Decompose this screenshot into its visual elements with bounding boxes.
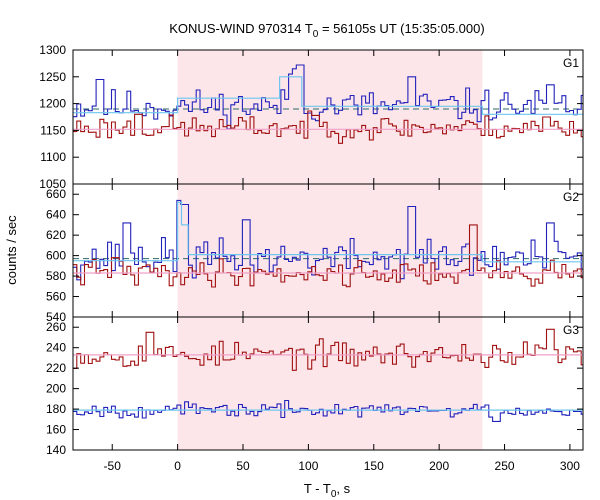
panel-label: G3 <box>563 323 579 337</box>
y-tick-label: 240 <box>46 341 66 355</box>
y-tick-label: 660 <box>46 187 66 201</box>
lightcurve-blue-series <box>73 64 583 130</box>
y-tick-label: 1300 <box>39 43 66 57</box>
y-tick-label: 160 <box>46 423 66 437</box>
y-tick-label: 1150 <box>40 123 66 137</box>
x-tick-label: 200 <box>429 459 449 473</box>
x-axis-label: T - T0, s <box>304 481 351 500</box>
y-tick-label: 180 <box>46 402 66 416</box>
panels-group: 1050 1100 1150 1200 1250 1300 G1 540 560 580 600 62… <box>39 43 584 473</box>
y-axis-label: counts / sec <box>4 215 19 285</box>
panel-content <box>73 199 583 288</box>
panel-content <box>73 64 583 144</box>
panel-frame <box>72 316 584 451</box>
panel-content <box>73 328 583 422</box>
chart-title: KONUS-WIND 970314 T0 = 56105s UT (15:35:… <box>169 21 484 40</box>
x-tick-label: 300 <box>560 459 580 473</box>
fit-level-fit_blue <box>73 76 583 115</box>
y-tick-label: 620 <box>46 228 66 242</box>
panel-label: G2 <box>563 190 579 204</box>
fit-level-fit_blue <box>73 201 583 263</box>
x-tick-label: 150 <box>364 459 384 473</box>
y-tick-label: 1250 <box>39 70 66 84</box>
burst-interval-shade <box>177 50 483 184</box>
lightcurve-blue-series <box>73 399 583 422</box>
chart-title-subscript: 0 <box>313 29 319 40</box>
y-tick-label: 1100 <box>40 150 66 164</box>
y-tick-label: 1050 <box>39 177 66 191</box>
x-tick-label: 0 <box>174 459 181 473</box>
y-tick-label: 1200 <box>39 97 66 111</box>
lightcurve-red-series <box>73 328 583 371</box>
y-tick-label: 140 <box>46 443 66 457</box>
y-tick-label: 560 <box>46 290 66 304</box>
lightcurve-red-series <box>73 110 583 144</box>
y-tick-label: 580 <box>46 269 66 283</box>
burst-interval-shade <box>177 317 483 450</box>
y-tick-label: 640 <box>46 208 66 222</box>
x-tick-label: -50 <box>104 459 122 473</box>
panel-label: G1 <box>563 56 579 70</box>
panel-g1: 1050 1100 1150 1200 1250 1300 G1 <box>39 43 584 191</box>
x-tick-label: 250 <box>495 459 515 473</box>
y-tick-label: 260 <box>46 320 66 334</box>
panel-g3: 140 160 180 200 220 240 260 G3 <box>46 316 584 457</box>
panel-g2: 540 560 580 600 620 640 660 G2 <box>46 183 584 324</box>
lightcurve-red-series <box>73 224 583 288</box>
x-tick-label: 50 <box>236 459 250 473</box>
y-tick-label: 600 <box>46 249 66 263</box>
lightcurve-blue-series <box>73 199 583 281</box>
y-tick-label: 540 <box>46 310 66 324</box>
x-axis-label-subscript: 0 <box>331 489 337 500</box>
x-tick-label: 100 <box>298 459 318 473</box>
y-tick-label: 200 <box>46 382 66 396</box>
y-tick-label: 220 <box>46 361 66 375</box>
